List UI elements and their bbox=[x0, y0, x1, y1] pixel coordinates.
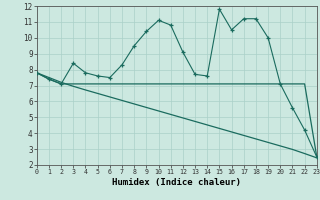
X-axis label: Humidex (Indice chaleur): Humidex (Indice chaleur) bbox=[112, 178, 241, 187]
